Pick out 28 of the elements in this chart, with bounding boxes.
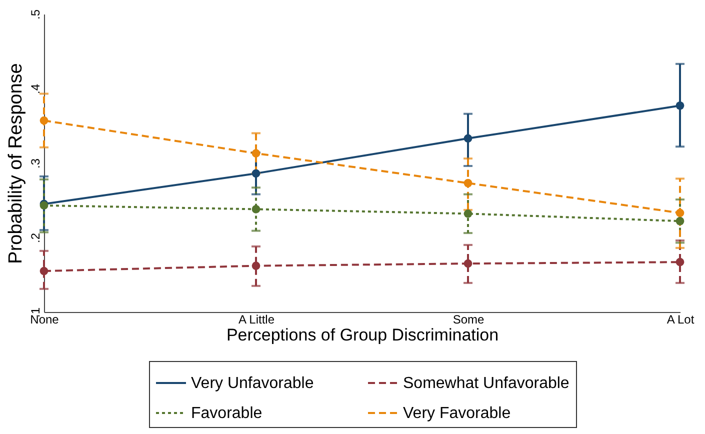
legend-label: Favorable — [191, 405, 262, 422]
point — [676, 258, 684, 266]
y-tick-label: .1 — [28, 307, 42, 318]
point — [464, 259, 472, 268]
point — [252, 205, 260, 214]
point — [676, 208, 684, 218]
legend-label: Very Unfavorable — [191, 375, 314, 392]
point — [676, 101, 684, 110]
point — [40, 266, 48, 276]
point — [252, 169, 260, 178]
y-tick-label: .2 — [28, 232, 42, 244]
point — [252, 149, 260, 158]
y-axis-title: Probability of Response — [6, 63, 26, 264]
point — [464, 178, 472, 188]
y-tick-label: .5 — [28, 9, 42, 20]
x-axis-title: Perceptions of Group Discrimination — [226, 326, 499, 344]
y-tick-label: .3 — [28, 158, 42, 169]
y-tick-label: .4 — [28, 84, 42, 94]
point — [252, 262, 260, 270]
x-tick-label: A Lot — [666, 312, 695, 326]
x-tick-label: Some — [452, 312, 484, 326]
point — [676, 216, 684, 226]
point — [464, 134, 472, 143]
legend-label: Very Favorable — [403, 405, 511, 422]
point — [40, 116, 48, 125]
legend-label: Somewhat Unfavorable — [403, 375, 570, 392]
x-tick-label: A Little — [238, 312, 275, 326]
point — [464, 209, 472, 218]
